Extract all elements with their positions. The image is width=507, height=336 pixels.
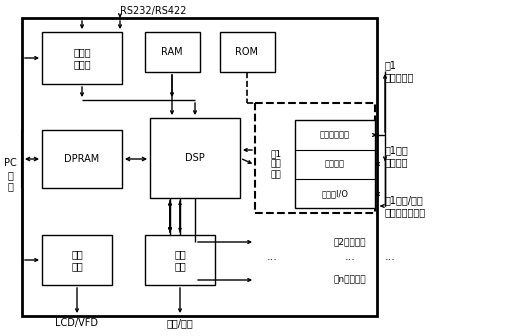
Text: 串行通
信接口: 串行通 信接口	[73, 47, 91, 69]
Text: DPRAM: DPRAM	[64, 154, 99, 164]
Bar	[220, 32, 275, 72]
Text: RS232/RS422: RS232/RS422	[120, 6, 187, 16]
Text: 可扩展I/O: 可扩展I/O	[321, 190, 348, 199]
Text: ···: ···	[385, 255, 396, 265]
Bar	[42, 130, 122, 188]
Text: 轴n控制电路: 轴n控制电路	[334, 276, 367, 285]
Text: 控制输出电路: 控制输出电路	[320, 130, 350, 139]
Text: 控制量输出: 控制量输出	[385, 72, 414, 82]
Bar	[42, 235, 112, 285]
Text: 面板
接口: 面板 接口	[174, 249, 186, 271]
Text: 反馈译码: 反馈译码	[325, 160, 345, 168]
Text: DSP: DSP	[185, 153, 205, 163]
Text: 轴1位置: 轴1位置	[385, 145, 409, 155]
Bar	[295, 120, 375, 208]
Text: 轴1回零/限位: 轴1回零/限位	[385, 195, 424, 205]
Text: ···: ···	[345, 255, 355, 265]
Text: 轴1
控制
电路: 轴1 控制 电路	[270, 149, 281, 179]
Text: LCD/VFD: LCD/VFD	[55, 318, 98, 328]
Bar	[145, 32, 200, 72]
Text: RAM: RAM	[161, 47, 183, 57]
Text: 按钮/开关: 按钮/开关	[167, 318, 193, 328]
Bar	[22, 18, 377, 316]
Bar	[255, 103, 375, 213]
Text: 反馈信号: 反馈信号	[385, 157, 409, 167]
Text: 轴1: 轴1	[385, 60, 397, 70]
Text: 轴2控制电路: 轴2控制电路	[334, 238, 366, 247]
Text: ···: ···	[267, 255, 277, 265]
Bar	[145, 235, 215, 285]
Text: PC
总
线: PC 总 线	[4, 158, 16, 192]
Bar	[42, 32, 122, 84]
Text: ROM: ROM	[235, 47, 259, 57]
Text: 显示
接口: 显示 接口	[71, 249, 83, 271]
Text: 及其它连接信号: 及其它连接信号	[385, 207, 426, 217]
Bar	[150, 118, 240, 198]
